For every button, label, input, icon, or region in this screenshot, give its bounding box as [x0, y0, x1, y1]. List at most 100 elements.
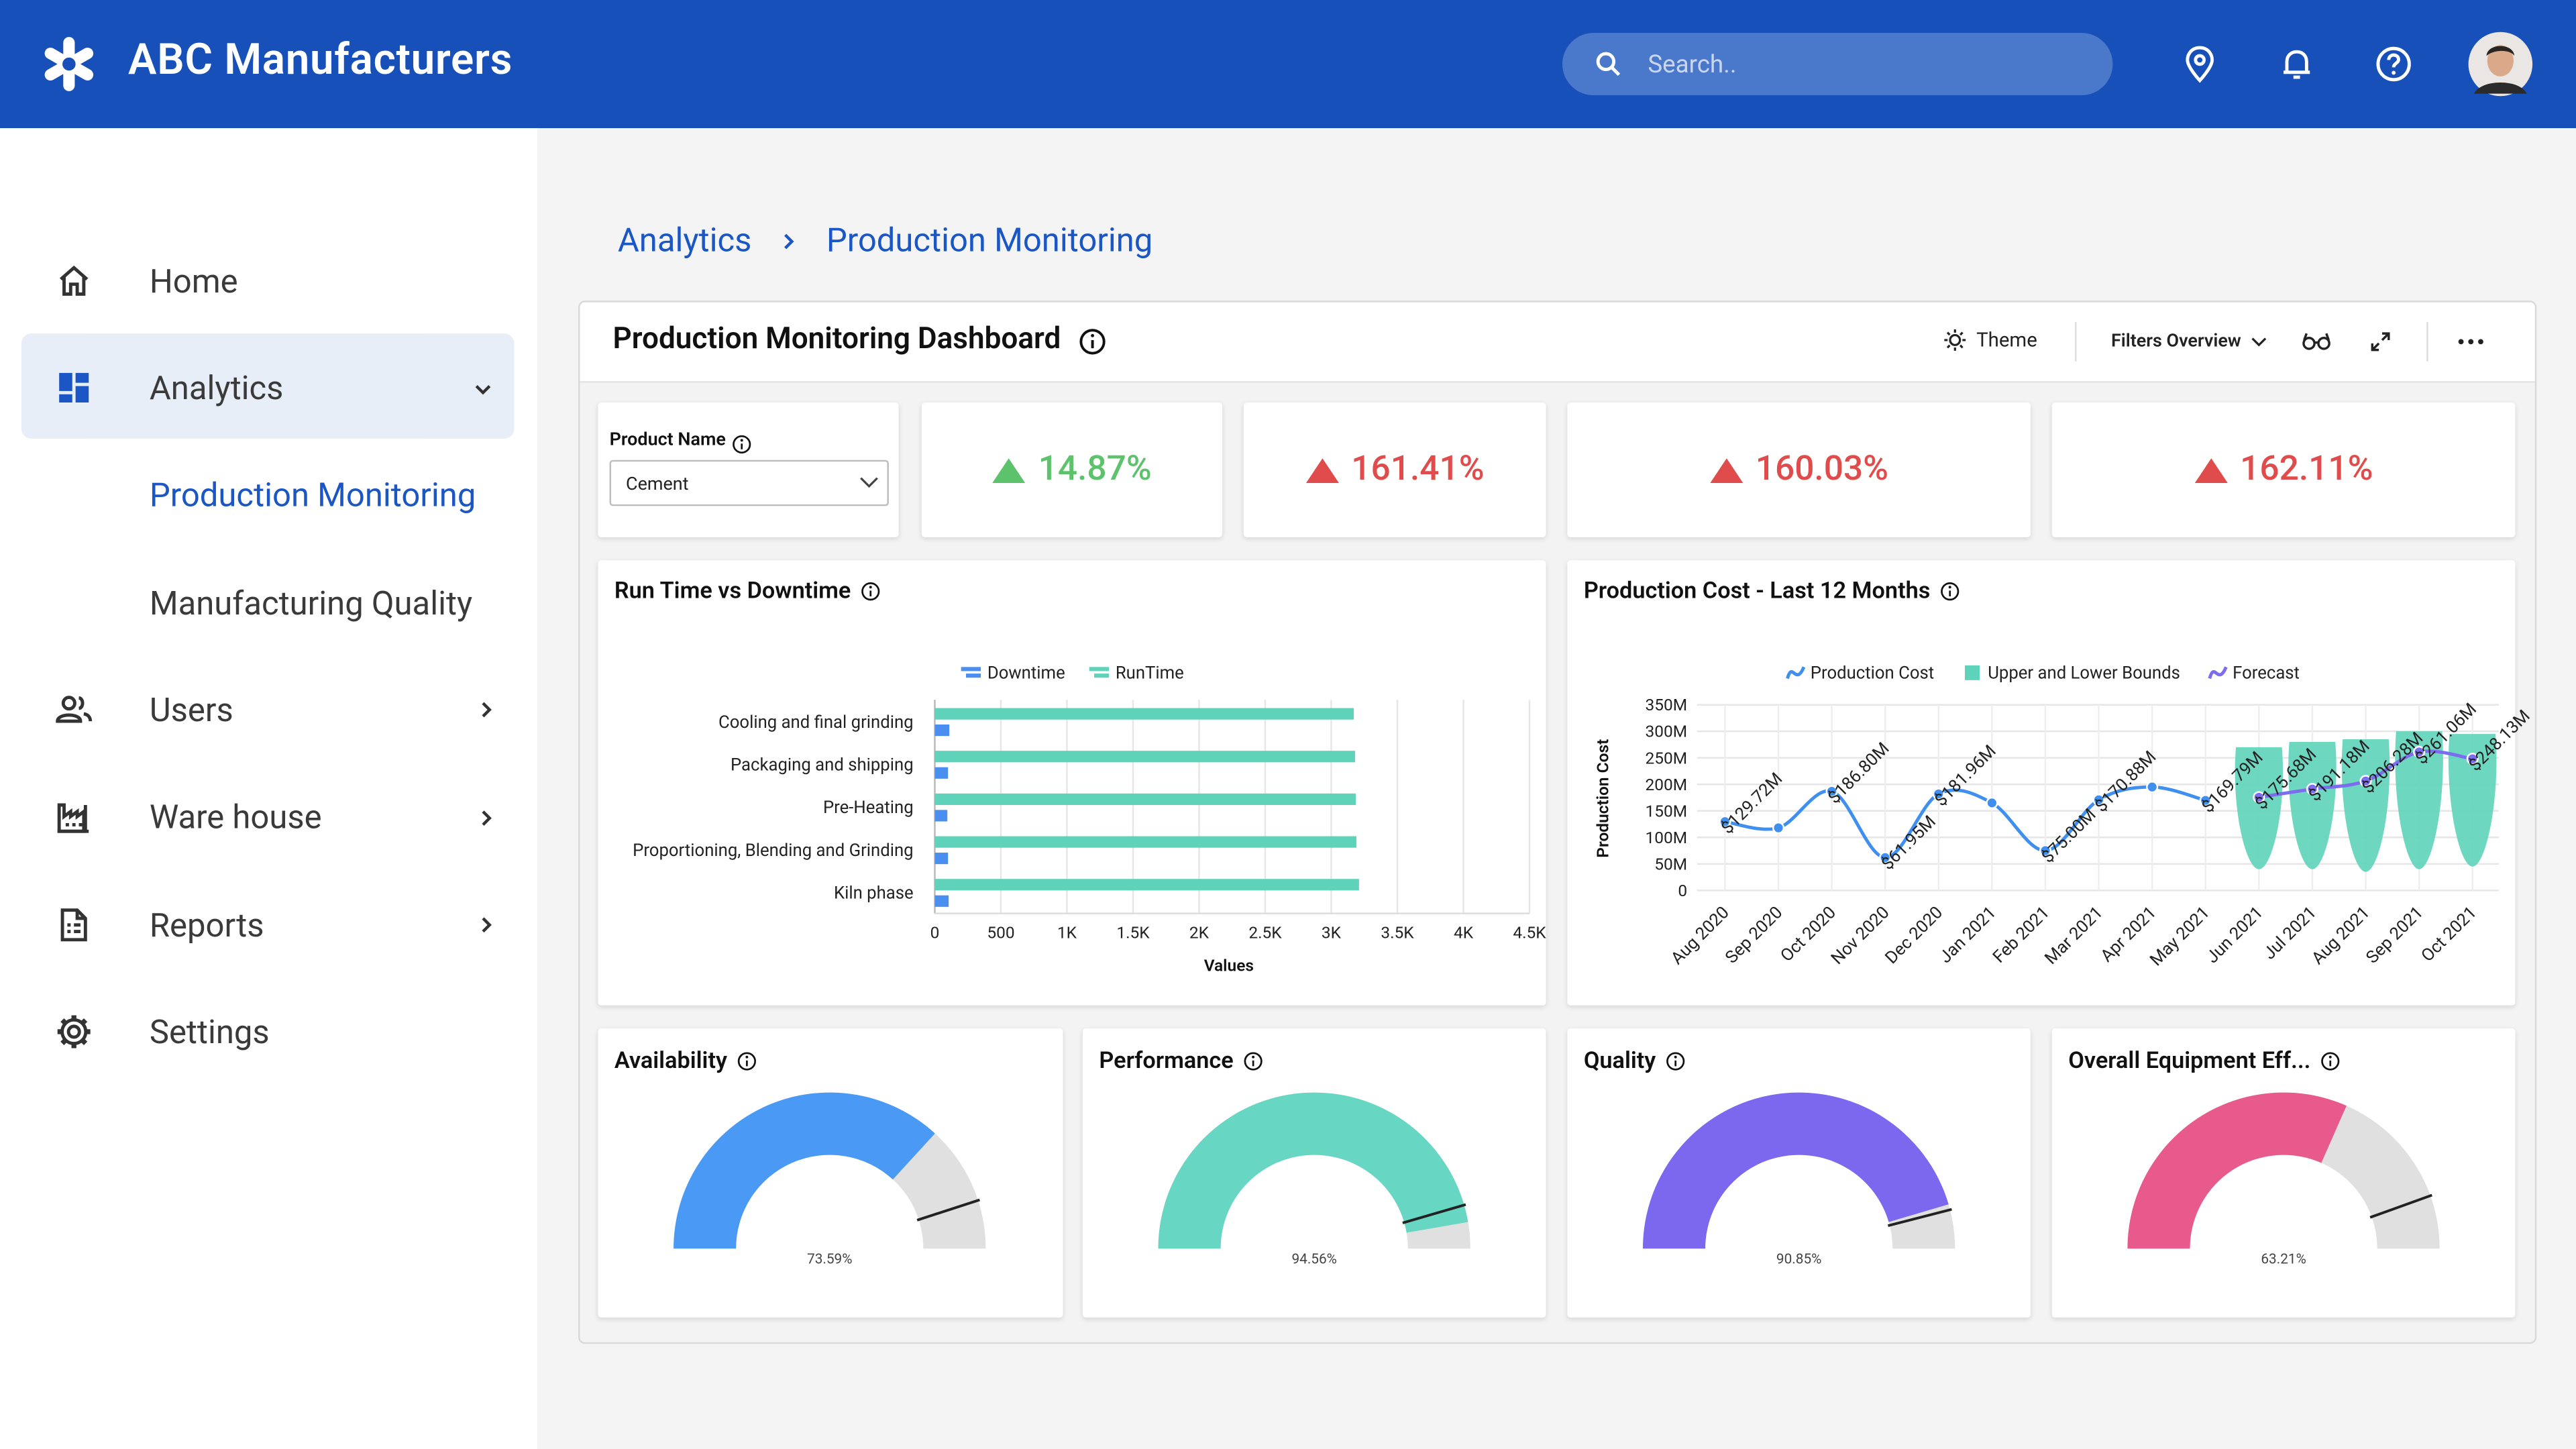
user-avatar[interactable] [2467, 32, 2533, 97]
nav-item[interactable]: Ware house [149, 796, 322, 837]
kpi-value: 160.03% [1755, 450, 1889, 490]
nav-subitem[interactable]: Manufacturing Quality [149, 583, 473, 623]
bound-band [2235, 747, 2284, 869]
info-icon[interactable] [737, 1052, 756, 1071]
chevron-right[interactable] [473, 912, 499, 938]
info-circle [1666, 1052, 1685, 1071]
info-icon[interactable] [861, 582, 880, 601]
nav-subitem[interactable]: Production Monitoring [149, 474, 476, 515]
legend-label: Forecast [2233, 663, 2300, 683]
search-box[interactable]: Search.. [1562, 32, 2113, 96]
reports-icon [60, 908, 87, 942]
theme-button[interactable]: Theme [1976, 328, 2037, 352]
info-dot [745, 1055, 749, 1059]
chart-title: Availability [614, 1047, 727, 1074]
more-icon[interactable] [2456, 329, 2485, 355]
analytics-icon [59, 372, 89, 403]
y-tick-label: Cooling and final grinding [718, 712, 914, 733]
gauge-label: 94.56% [1291, 1251, 1336, 1267]
x-tick-label: Jan 2021 [1935, 902, 2000, 967]
bound-band [2395, 731, 2443, 869]
legend-label: Downtime [987, 663, 1065, 683]
gauge-value [1642, 1092, 1949, 1249]
x-tick-label: 2K [1189, 922, 1210, 942]
gauge-value [1158, 1092, 1468, 1249]
logo[interactable] [40, 34, 99, 93]
nav-item[interactable]: Reports [149, 905, 264, 945]
bar [934, 836, 1356, 848]
info-icon[interactable] [1666, 1052, 1685, 1071]
info-icon[interactable] [1078, 327, 1108, 356]
x-tick-label: 1.5K [1116, 922, 1150, 942]
kpi-value: 162.11% [2240, 450, 2373, 490]
info-icon[interactable] [2321, 1052, 2340, 1071]
legend-swatch [1094, 674, 1110, 678]
info-icon[interactable] [1244, 1052, 1263, 1071]
x-tick-label: 1K [1057, 922, 1077, 942]
point [1879, 851, 1892, 864]
nav-item[interactable]: Analytics [149, 368, 284, 408]
info-icon[interactable] [1941, 582, 1960, 601]
bound-band [2341, 739, 2390, 872]
chevron-right[interactable] [473, 805, 499, 831]
gauge-value [2127, 1092, 2347, 1249]
x-tick-label: Sep 2021 [2362, 902, 2427, 967]
gauge-target [1887, 1208, 1952, 1228]
x-tick-label: Aug 2020 [1667, 902, 1733, 969]
data-label: $186.80M [1824, 739, 1893, 808]
x-tick-label: 4K [1454, 922, 1474, 942]
info-icon[interactable] [731, 434, 753, 455]
gauge-label: 90.85% [1776, 1251, 1821, 1267]
location-icon[interactable] [2180, 44, 2220, 84]
y-tick-label: 100M [1645, 828, 1687, 847]
info-circle [1244, 1052, 1263, 1071]
data-label: $75.00M [2038, 805, 2100, 867]
view-icon[interactable] [2302, 329, 2331, 355]
bar [934, 810, 948, 822]
product-select[interactable]: Cement [609, 460, 889, 506]
y-tick-label: 0 [1678, 881, 1687, 900]
nav-item[interactable]: Home [149, 261, 238, 301]
bar [934, 708, 1354, 720]
breadcrumb-link[interactable]: Analytics [617, 220, 752, 260]
help-icon[interactable] [2374, 44, 2414, 84]
y-tick-label: Pre-Heating [823, 798, 914, 818]
nav-item[interactable]: Users [149, 690, 233, 730]
expand-icon[interactable] [2367, 329, 2394, 355]
point [2199, 794, 2212, 807]
x-tick-label: 500 [987, 922, 1014, 942]
kpi-card: 14.87% [921, 402, 1223, 537]
bar [934, 767, 949, 779]
legend-swatch [1089, 667, 1110, 672]
chart-title: Performance [1099, 1047, 1233, 1074]
chevron-down[interactable] [470, 376, 496, 402]
header: ABC Manufacturers Search.. [0, 0, 2576, 129]
point [2146, 781, 2159, 794]
bound-band [2448, 734, 2497, 867]
y-tick-label: Proportioning, Blending and Grinding [633, 841, 914, 861]
legend-label: RunTime [1116, 663, 1184, 683]
x-tick-label: 2.5K [1248, 922, 1282, 942]
chevron-down[interactable] [2249, 332, 2269, 352]
filters-button[interactable]: Filters Overview [2110, 330, 2241, 352]
breadcrumb-separator [784, 233, 794, 250]
nav-item[interactable]: Settings [149, 1012, 270, 1052]
point [2413, 745, 2426, 758]
info-circle [737, 1052, 756, 1071]
notification-icon[interactable] [2277, 44, 2316, 84]
kpi-value: 14.87% [1038, 450, 1152, 490]
dashboard-header: Production Monitoring Dashboard Theme Fi… [580, 302, 2535, 383]
x-tick-label: 3K [1322, 922, 1342, 942]
legend-label: Production Cost [1811, 663, 1934, 683]
gauge-card [2051, 1028, 2516, 1318]
trend-up-icon [2194, 458, 2227, 484]
x-tick-label: 0 [930, 922, 940, 942]
point [2306, 783, 2319, 796]
warehouse-icon [57, 803, 89, 833]
kpi-card: 160.03% [1567, 402, 2031, 537]
chevron-right[interactable] [473, 696, 499, 722]
nav-highlight [21, 333, 515, 439]
x-tick-label: Oct 2021 [2417, 902, 2481, 966]
